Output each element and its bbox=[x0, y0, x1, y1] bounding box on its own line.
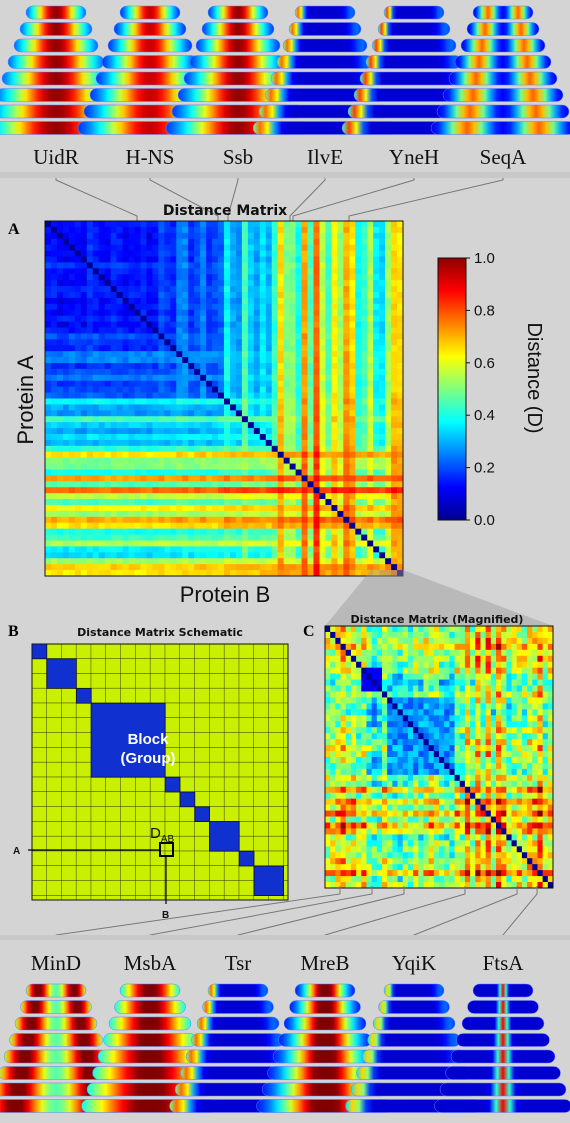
magnify-wedge bbox=[325, 570, 553, 626]
schematic-block bbox=[76, 687, 92, 704]
panel-b-title: Distance Matrix Schematic bbox=[77, 626, 243, 639]
bottom-cell-strips: MinD MsbA Tsr MreB YqiK FtsA bbox=[0, 951, 570, 1113]
colorbar-label: Distance (D) bbox=[523, 322, 545, 433]
gene-label-ilve: IlvE bbox=[307, 145, 343, 169]
panel-a-letter: A bbox=[8, 221, 20, 238]
schematic-block bbox=[194, 806, 211, 822]
gene-label-yqik: YqiK bbox=[392, 951, 436, 975]
panel-a-title: Distance Matrix bbox=[163, 203, 287, 219]
gene-label-ftsa: FtsA bbox=[483, 951, 525, 975]
gene-label-yneh: YneH bbox=[389, 145, 439, 169]
bottom-connector-lines bbox=[55, 886, 538, 935]
panel-a-ylabel: Protein A bbox=[13, 355, 38, 445]
distance-matrix-heatmap bbox=[45, 221, 403, 576]
gene-label-hns: H-NS bbox=[125, 145, 174, 169]
panel-b-letter: B bbox=[8, 623, 19, 640]
colorbar-tick-label: 0.2 bbox=[474, 460, 495, 477]
colorbar bbox=[437, 257, 467, 521]
cell-strip-ftsa bbox=[434, 983, 570, 1113]
block-label: Block bbox=[128, 731, 170, 748]
schematic-axis-a: A bbox=[13, 846, 20, 857]
gene-label-msba: MsbA bbox=[124, 951, 177, 975]
colorbar-ticks: 1.0 0.8 0.6 0.4 0.2 0.0 bbox=[466, 250, 495, 529]
schematic-block bbox=[238, 850, 255, 867]
schematic-block bbox=[179, 791, 196, 808]
schematic-block bbox=[90, 702, 166, 778]
cell-strip-seqa bbox=[430, 5, 570, 135]
gene-label-ssb: Ssb bbox=[223, 145, 253, 169]
schematic-block bbox=[46, 658, 77, 689]
panel-a-xlabel: Protein B bbox=[180, 582, 271, 607]
panel-c-title: Distance Matrix (Magnified) bbox=[351, 613, 524, 626]
magnified-matrix-heatmap bbox=[325, 626, 553, 888]
matrix-c-frame bbox=[324, 625, 554, 889]
matrix-panel: A Distance Matrix Protein A Protein B 1.… bbox=[0, 178, 570, 935]
top-cell-strips: UidR H-NS Ssb IlvE YneH SeqA bbox=[0, 5, 570, 169]
colorbar-tick-label: 0.0 bbox=[474, 512, 495, 529]
schematic-matrix bbox=[31, 643, 289, 901]
gene-label-uidr: UidR bbox=[33, 145, 79, 169]
bottom-cell-panel: MinD MsbA Tsr MreB YqiK FtsA bbox=[0, 940, 570, 1123]
colorbar-tick-label: 0.4 bbox=[474, 407, 495, 424]
block-group-label: (Group) bbox=[121, 750, 176, 767]
panel-c-letter: C bbox=[303, 623, 315, 640]
colorbar-tick-label: 0.8 bbox=[474, 302, 495, 319]
gene-label-tsr: Tsr bbox=[225, 951, 252, 975]
schematic-block bbox=[164, 776, 181, 793]
schematic-axis-b: B bbox=[162, 910, 169, 921]
colorbar-tick-label: 0.6 bbox=[474, 355, 495, 372]
top-connector-lines bbox=[55, 178, 504, 224]
gene-label-mind: MinD bbox=[31, 951, 81, 975]
colorbar-tick-label: 1.0 bbox=[474, 250, 495, 267]
schematic-block bbox=[31, 643, 48, 660]
matrix-a-frame bbox=[44, 220, 404, 577]
gene-label-mreb: MreB bbox=[301, 951, 350, 975]
dab-label: DAB bbox=[150, 825, 175, 845]
gene-label-seqa: SeqA bbox=[480, 145, 528, 169]
schematic-block bbox=[253, 865, 285, 897]
cell-strip-tsr bbox=[169, 983, 307, 1113]
matrix-figure: A Distance Matrix Protein A Protein B 1.… bbox=[8, 178, 554, 935]
schematic-block bbox=[209, 821, 240, 852]
top-cell-panel: UidR H-NS Ssb IlvE YneH SeqA bbox=[0, 0, 570, 172]
